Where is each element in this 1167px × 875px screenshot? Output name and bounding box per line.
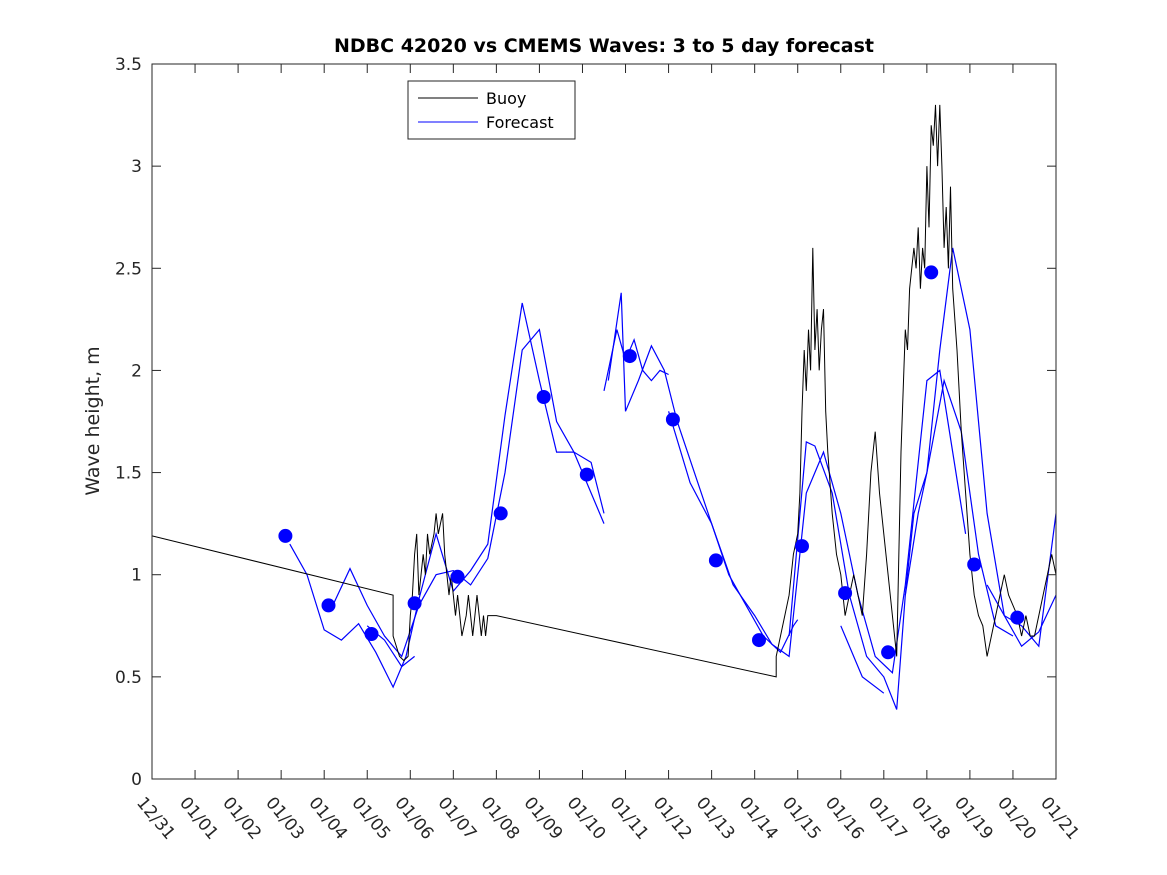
x-tick-label: 01/06 <box>390 793 437 843</box>
forecast-point-marker <box>924 265 939 280</box>
y-axis: 0 0.5 1 1.5 2 2.5 3 3.5 <box>115 55 1056 790</box>
plot-area-frame <box>151 63 1057 780</box>
x-tick-label: 01/18 <box>907 793 954 843</box>
y-axis-label: Wave height, m <box>82 346 104 495</box>
x-tick-label: 01/14 <box>735 793 782 843</box>
forecast-run-line <box>840 625 885 694</box>
chart-title: NDBC 42020 vs CMEMS Waves: 3 to 5 day fo… <box>334 35 874 57</box>
forecast-run-line <box>788 247 1056 710</box>
forecast-point-marker <box>665 412 680 427</box>
forecast-point-marker <box>321 598 336 613</box>
y-tick-label: 2.5 <box>115 259 142 279</box>
legend-box <box>407 80 576 140</box>
forecast-run-line <box>986 513 1056 648</box>
x-tick-label: 01/19 <box>950 793 997 843</box>
y-tick-label: 0 <box>131 770 142 790</box>
x-tick-label: 01/20 <box>993 793 1040 843</box>
forecast-point-marker <box>579 467 594 482</box>
forecast-point-marker <box>364 627 379 641</box>
forecast-point-marker <box>450 569 465 584</box>
forecast-point-marker <box>536 390 551 404</box>
forecast-point-marker <box>493 506 508 521</box>
forecast-point-marker <box>967 557 982 572</box>
x-tick-label: 01/04 <box>304 793 351 843</box>
y-tick-label: 1 <box>131 566 142 586</box>
x-tick-label: 12/31 <box>132 793 179 843</box>
forecast-point-marker <box>752 633 766 648</box>
y-tick-label: 2 <box>131 361 142 381</box>
forecast-marker-layer <box>278 265 1025 660</box>
forecast-run-line <box>332 328 605 658</box>
x-tick-label: 01/02 <box>218 793 265 843</box>
x-tick-label: 01/07 <box>434 793 481 843</box>
forecast-point-marker <box>1010 610 1025 625</box>
forecast-point-marker <box>838 586 853 601</box>
forecast-run-line <box>668 369 967 675</box>
x-tick-label: 01/09 <box>520 793 567 843</box>
forecast-run-line <box>603 329 669 392</box>
x-tick-label: 01/13 <box>692 793 739 843</box>
x-tick-label: 01/12 <box>649 793 696 843</box>
y-tick-label: 3.5 <box>115 55 142 75</box>
forecast-point-marker <box>795 539 809 554</box>
legend-label-buoy: Buoy <box>486 89 526 108</box>
forecast-point-marker <box>708 553 723 568</box>
x-tick-label: 01/16 <box>821 793 868 843</box>
buoy-series-line <box>152 104 1056 678</box>
x-tick-label: 01/11 <box>606 793 653 843</box>
x-tick-label: 01/10 <box>563 793 610 843</box>
x-tick-label: 01/03 <box>261 793 308 843</box>
x-tick-label: 01/21 <box>1036 793 1083 843</box>
forecast-run-line <box>904 378 1014 637</box>
y-tick-label: 3 <box>131 157 142 177</box>
y-tick-label: 0.5 <box>115 668 142 688</box>
forecast-run-line <box>607 292 799 654</box>
y-tick-label: 1.5 <box>115 464 142 484</box>
forecast-point-marker <box>278 528 293 543</box>
forecast-run-line <box>289 302 605 689</box>
x-tick-label: 01/01 <box>175 793 222 843</box>
forecast-point-marker <box>622 349 637 364</box>
forecast-point-marker <box>407 596 422 611</box>
x-tick-label: 01/17 <box>864 793 911 843</box>
legend-label-forecast: Forecast <box>486 113 554 132</box>
x-tick-label: 01/05 <box>347 793 394 843</box>
x-tick-label: 01/15 <box>778 793 825 843</box>
x-tick-label: 01/08 <box>477 793 524 843</box>
legend: Buoy Forecast <box>407 80 576 140</box>
forecast-point-marker <box>881 645 896 660</box>
plot-series-layer <box>152 104 1056 710</box>
x-axis: 12/3101/0101/0201/0301/0401/0501/0601/07… <box>132 64 1083 844</box>
